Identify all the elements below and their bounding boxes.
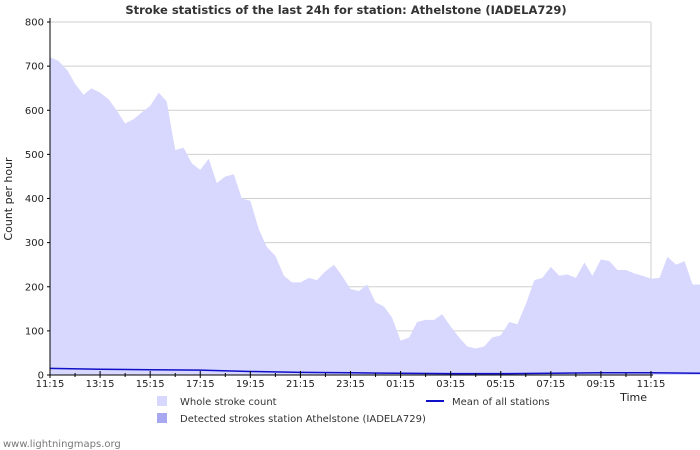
x-tick-label: 03:15: [436, 379, 465, 390]
y-tick-label: 500: [25, 150, 44, 161]
y-tick-label: 600: [25, 106, 44, 117]
y-tick-label: 200: [25, 282, 44, 293]
x-tick-label: 05:15: [486, 379, 515, 390]
y-tick-label: 800: [25, 18, 44, 29]
legend-label-whole: Whole stroke count: [180, 397, 277, 408]
y-tick-label: 0: [38, 371, 44, 382]
y-tick-label: 100: [25, 326, 44, 337]
x-axis-label: Time: [619, 391, 647, 404]
y-tick-labels: 0 100 200 300 400 500 600 700 800: [25, 18, 50, 382]
legend-label-detected: Detected strokes station Athelstone (IAD…: [180, 414, 426, 425]
x-tick-label: 01:15: [386, 379, 415, 390]
x-tick-label: 07:15: [536, 379, 565, 390]
legend-swatch-whole: [157, 396, 167, 406]
chart-title: Stroke statistics of the last 24h for st…: [125, 3, 566, 17]
x-tick-label: 17:15: [186, 379, 215, 390]
footer-source: www.lightningmaps.org: [3, 439, 121, 450]
series-layer: [49, 57, 700, 375]
x-tick-label: 09:15: [587, 379, 616, 390]
legend: Whole stroke count Detected strokes stat…: [157, 396, 550, 425]
series-area-0: [50, 57, 700, 375]
y-axis-label: Count per hour: [2, 157, 15, 241]
x-tick-label: 15:15: [136, 379, 165, 390]
x-tick-label: 23:15: [336, 379, 365, 390]
legend-swatch-detected: [157, 413, 167, 423]
x-tick-label: 11:15: [637, 379, 666, 390]
legend-label-mean: Mean of all stations: [452, 397, 550, 408]
y-tick-label: 300: [25, 238, 44, 249]
x-tick-label: 19:15: [236, 379, 265, 390]
x-tick-labels: 11:15 13:15 15:15 17:15 19:15 21:15 23:15 01:15…: [36, 371, 666, 390]
y-tick-label: 400: [25, 194, 44, 205]
x-tick-label: 13:15: [86, 379, 115, 390]
y-tick-label: 700: [25, 62, 44, 73]
x-tick-label: 11:15: [36, 379, 65, 390]
x-tick-label: 21:15: [286, 379, 315, 390]
